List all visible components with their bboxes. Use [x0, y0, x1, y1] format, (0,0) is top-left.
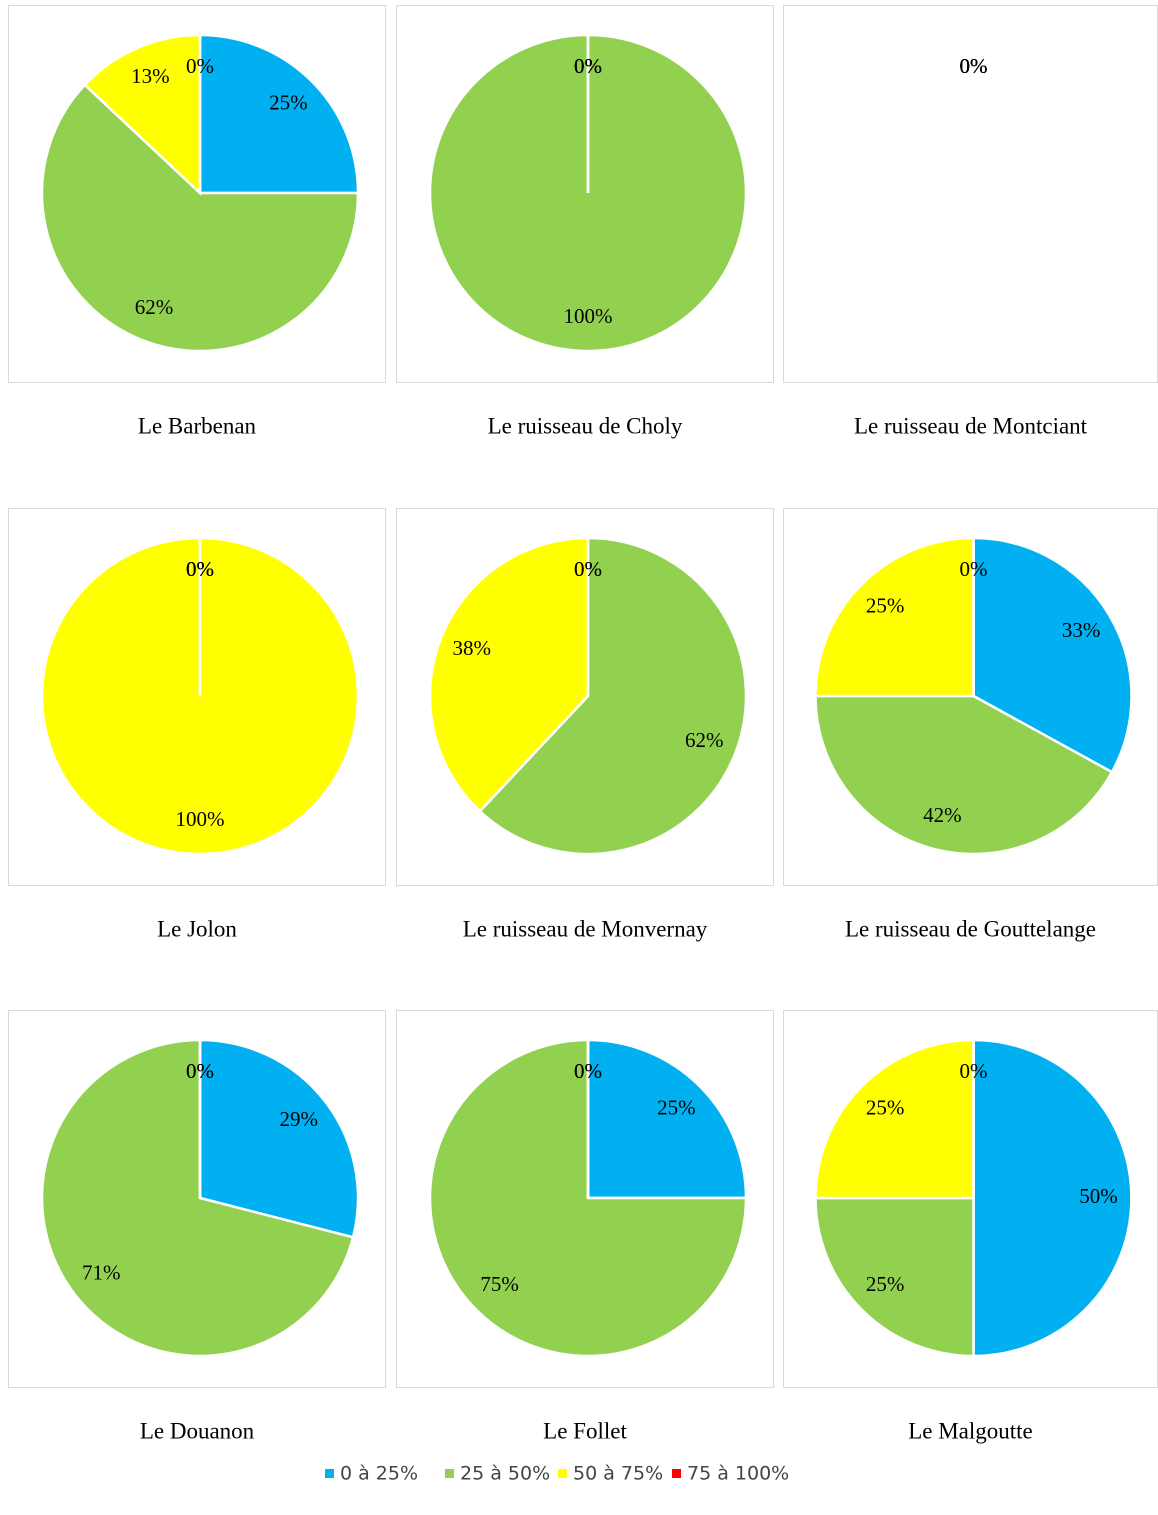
- chart-title: Le ruisseau de Gouttelange: [845, 916, 1096, 941]
- data-label: 0%: [186, 1059, 214, 1083]
- data-label: 25%: [657, 1095, 696, 1119]
- chart-title: Le ruisseau de Choly: [488, 413, 683, 438]
- data-label: 25%: [269, 90, 308, 114]
- data-label: 33%: [1062, 618, 1101, 642]
- data-label: 0%: [574, 557, 602, 581]
- legend-label: 25 à 50%: [460, 1463, 550, 1485]
- data-label: 25%: [866, 1272, 905, 1296]
- data-label: 0%: [960, 1059, 988, 1083]
- chart-title: Le Malgoutte: [908, 1418, 1033, 1443]
- pie-slice: [586, 1038, 748, 1200]
- data-label: 0%: [960, 54, 988, 78]
- legend-label: 50 à 75%: [573, 1463, 663, 1485]
- legend-swatch: [445, 1469, 454, 1478]
- pie-slice: [814, 536, 975, 698]
- chart-title: Le Follet: [543, 1418, 627, 1443]
- legend-label: 0 à 25%: [340, 1463, 418, 1485]
- data-label: 25%: [866, 593, 905, 617]
- chart-title: Le ruisseau de Monvernay: [463, 916, 708, 941]
- data-label: 0%: [960, 54, 988, 78]
- pie-slice: [83, 33, 202, 196]
- data-label: 62%: [135, 295, 174, 319]
- pie-slice: [40, 1038, 355, 1358]
- data-label: 0%: [960, 54, 988, 78]
- legend-swatch: [558, 1469, 567, 1478]
- data-label: 50%: [1079, 1184, 1118, 1208]
- data-label: 29%: [280, 1107, 319, 1131]
- data-label: 25%: [866, 1095, 905, 1119]
- chart-title: Le Jolon: [157, 916, 237, 941]
- data-label: 38%: [453, 636, 492, 660]
- pie-slice: [814, 1196, 975, 1358]
- pie-slice: [814, 694, 1114, 856]
- data-label: 0%: [574, 54, 602, 78]
- data-label: 13%: [131, 64, 170, 88]
- data-label: 0%: [186, 54, 214, 78]
- data-label: 0%: [574, 1059, 602, 1083]
- data-label: 0%: [574, 54, 602, 78]
- legend-label: 75 à 100%: [687, 1463, 789, 1485]
- chart-panel: [783, 5, 1158, 383]
- pie-slice: [40, 83, 360, 353]
- data-label: 0%: [574, 557, 602, 581]
- data-label: 0%: [574, 54, 602, 78]
- pie-slice: [478, 536, 748, 856]
- pie-slice: [428, 536, 590, 813]
- data-label: 0%: [186, 557, 214, 581]
- legend-swatch: [672, 1469, 681, 1478]
- chart-title: Le Barbenan: [138, 413, 257, 438]
- data-label: 0%: [574, 1059, 602, 1083]
- pie-slice: [814, 1038, 975, 1200]
- data-label: 0%: [186, 557, 214, 581]
- data-label: 42%: [923, 803, 962, 827]
- pie-slice: [198, 33, 360, 195]
- data-label: 71%: [82, 1260, 121, 1284]
- data-label: 0%: [186, 1059, 214, 1083]
- data-label: 100%: [176, 807, 225, 831]
- chart-title: Le ruisseau de Montciant: [854, 413, 1088, 438]
- data-label: 62%: [685, 728, 724, 752]
- pie-slice: [972, 536, 1133, 774]
- data-label: 100%: [564, 304, 613, 328]
- pie-slice: [972, 1038, 1133, 1358]
- data-label: 0%: [186, 557, 214, 581]
- legend-swatch: [325, 1469, 334, 1478]
- data-label: 0%: [960, 54, 988, 78]
- chart-title: Le Douanon: [140, 1418, 255, 1443]
- pie-slice: [198, 1038, 360, 1239]
- data-label: 0%: [960, 557, 988, 581]
- data-label: 75%: [480, 1272, 519, 1296]
